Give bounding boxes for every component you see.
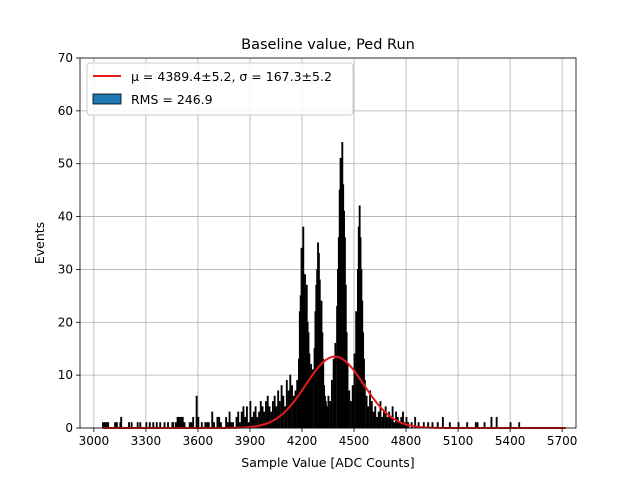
y-tick-label: 20 <box>58 315 73 329</box>
histogram-bar <box>329 401 332 429</box>
histogram-bar <box>216 416 219 429</box>
histogram-bar <box>294 390 297 429</box>
histogram-bar <box>393 422 396 429</box>
legend: μ = 4389.4±5.2, σ = 167.3±5.2 RMS = 246.… <box>86 62 354 116</box>
histogram-bar <box>376 416 378 429</box>
histogram-bar <box>245 406 248 429</box>
histogram-bar <box>348 390 351 429</box>
histogram-bar <box>351 385 354 429</box>
histogram-bar <box>369 390 371 429</box>
histogram-bar <box>192 416 195 429</box>
histogram-bar <box>228 411 231 429</box>
histogram-bar <box>197 416 200 429</box>
x-tick-label: 3000 <box>79 434 110 448</box>
y-tick-label: 40 <box>58 210 73 224</box>
histogram-bar <box>355 311 358 429</box>
y-tick-label: 60 <box>58 104 73 118</box>
histogram-bar <box>235 416 238 429</box>
histogram-bar <box>405 416 408 429</box>
x-tick-label: 5400 <box>495 434 526 448</box>
x-tick-label: 3300 <box>131 434 162 448</box>
x-tick-label: 4200 <box>287 434 318 448</box>
histogram-bar <box>441 416 444 429</box>
y-axis-label: Events <box>32 222 47 264</box>
histogram-bar <box>311 369 314 429</box>
histogram-bar <box>240 411 243 429</box>
histogram-bar <box>372 411 375 429</box>
histogram-bar <box>377 411 380 429</box>
histogram-bar <box>396 416 399 429</box>
histogram-bar <box>330 379 333 429</box>
x-tick-label: 4500 <box>339 434 370 448</box>
histogram-bar <box>176 416 179 429</box>
histogram-bar <box>495 416 498 429</box>
x-tick-label: 3600 <box>183 434 214 448</box>
legend-hist-patch <box>92 93 122 105</box>
histogram-bar <box>374 406 377 429</box>
y-tick-label: 50 <box>58 157 73 171</box>
x-tick-label: 5100 <box>443 434 474 448</box>
histogram-bar <box>263 411 266 429</box>
histogram-bar <box>350 401 352 429</box>
histogram-bar <box>490 416 493 429</box>
histogram-bar <box>249 401 252 429</box>
histogram-bar <box>181 416 184 429</box>
histogram-bar <box>384 406 387 429</box>
histogram-bar <box>280 385 283 429</box>
y-tick-label: 10 <box>58 368 73 382</box>
legend-fit-label: μ = 4389.4±5.2, σ = 167.3±5.2 <box>131 69 332 84</box>
histogram-bar <box>225 416 228 429</box>
histogram-bar <box>268 406 271 429</box>
histogram-bar <box>259 401 262 429</box>
legend-box <box>86 62 354 116</box>
histogram-bar <box>120 416 123 429</box>
histogram-bar <box>353 353 356 429</box>
legend-hist-label: RMS = 246.9 <box>131 92 213 107</box>
x-tick-label: 3900 <box>235 434 266 448</box>
y-tick-label: 0 <box>65 421 73 435</box>
y-tick-label: 70 <box>58 51 73 65</box>
x-tick-label: 4800 <box>391 434 422 448</box>
histogram-bar <box>178 416 181 429</box>
histogram-bar <box>402 411 404 429</box>
histogram-bar <box>277 390 280 429</box>
histogram-bar <box>254 406 257 429</box>
x-tick-label: 5700 <box>547 434 578 448</box>
histogram-bar <box>365 395 368 429</box>
histogram-bar <box>386 416 389 429</box>
histogram-bar <box>195 395 198 429</box>
histogram-bar <box>346 364 349 429</box>
histogram-bar <box>273 395 276 429</box>
histogram-bar <box>270 411 273 429</box>
histogram-bar <box>296 379 299 429</box>
histogram-bar <box>180 416 182 429</box>
histogram-bar <box>382 411 385 429</box>
histogram-bar <box>291 385 293 429</box>
histogram-bar <box>211 411 214 429</box>
histogram-bar <box>327 395 330 429</box>
x-axis-ticks: 3000 3300 3600 3900 4200 4500 4800 5100 5400 5700 <box>79 428 578 448</box>
x-axis-label: Sample Value [ADC Counts] <box>241 455 414 470</box>
histogram-bar <box>242 406 245 429</box>
histogram-bar <box>218 416 221 429</box>
plot-frame <box>79 57 577 429</box>
histogram-bar <box>289 374 292 429</box>
histogram-bar <box>398 422 401 429</box>
y-tick-label: 30 <box>58 262 73 276</box>
histogram-bar <box>285 379 288 429</box>
histogram-bar <box>237 411 240 429</box>
histogram-bar <box>389 416 392 429</box>
histogram-bar <box>272 401 274 429</box>
histogram-bar <box>367 406 370 429</box>
histogram-bar <box>370 401 373 429</box>
chart-title: Baseline value, Ped Run <box>241 37 415 53</box>
histogram-bar <box>381 416 384 429</box>
y-axis-ticks: 0 10 20 30 40 50 60 70 <box>58 51 80 435</box>
